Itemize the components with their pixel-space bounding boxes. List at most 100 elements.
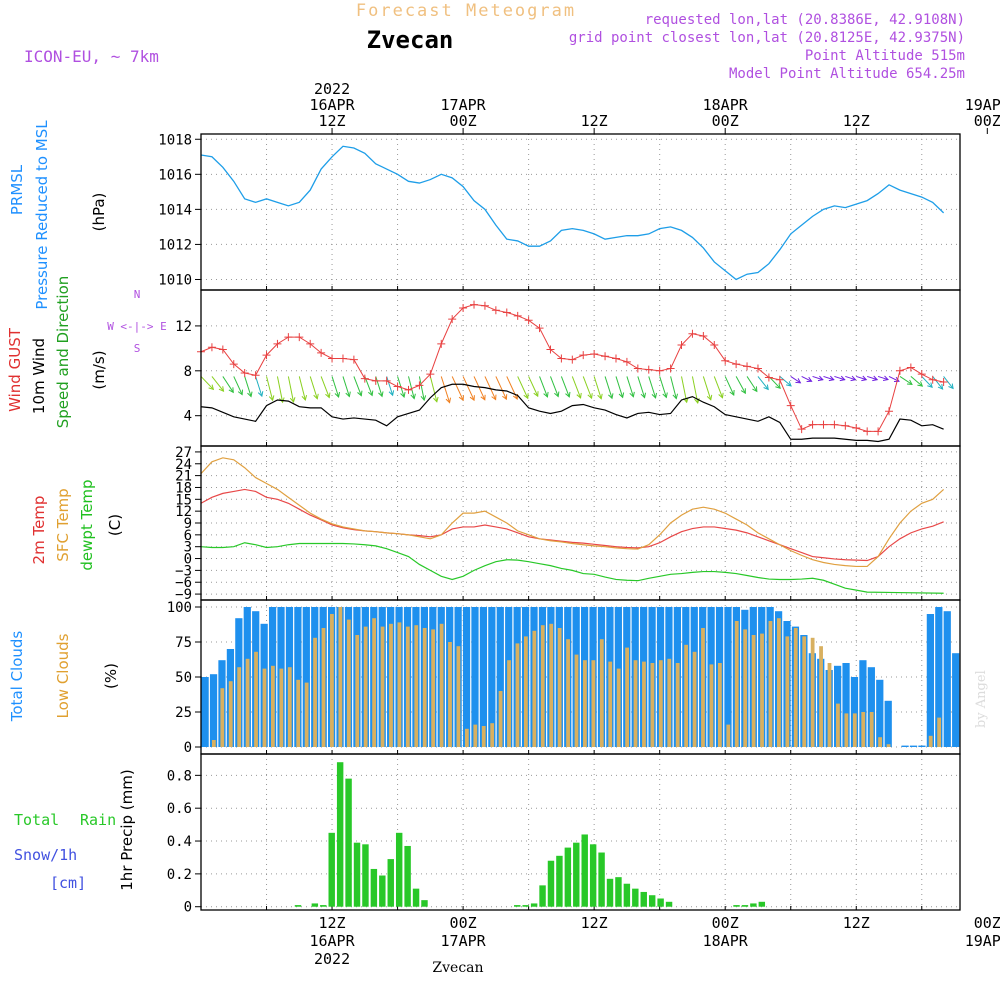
low-cloud-bar [836, 703, 840, 747]
rain-bar [733, 905, 740, 907]
wind-direction-arrow [615, 376, 624, 398]
wind-direction-arrow-head [334, 391, 341, 398]
gridpoint-coords: grid point closest lon,lat (20.8125E, 42… [569, 30, 965, 46]
legend-total-clouds: Total Clouds [8, 631, 26, 723]
y-tick-label: 0.6 [167, 801, 192, 817]
low-cloud-bar [549, 623, 554, 747]
low-cloud-bar [760, 633, 764, 747]
wind-direction-arrow [473, 376, 486, 400]
wind-direction-arrow [582, 376, 593, 399]
wind-gust-marker [338, 354, 347, 363]
wind-direction-arrow-head [937, 384, 944, 390]
axis-label-ms: (m/s) [90, 350, 108, 389]
rain-bar [294, 905, 302, 907]
wind-direction-arrow [244, 376, 252, 397]
low-cloud-bar [793, 628, 798, 747]
wind-direction-arrow-head [608, 393, 614, 400]
low-cloud-bar [886, 744, 891, 747]
wind-direction-arrow [702, 376, 712, 400]
total-cloud-bar [952, 653, 960, 747]
low-cloud-bar [270, 665, 275, 747]
low-cloud-bar [608, 661, 613, 747]
low-cloud-bar [616, 668, 621, 747]
wind-direction-arrow-head [301, 395, 308, 401]
low-cloud-bar [743, 629, 748, 747]
wind-gust-marker [491, 306, 500, 315]
low-cloud-bar [414, 625, 419, 747]
wind-direction-arrow [506, 376, 518, 400]
low-cloud-bar [726, 724, 731, 747]
y-tick-label: 1016 [158, 167, 192, 183]
low-cloud-bar [397, 622, 402, 747]
wind-gust-marker [710, 340, 719, 349]
wind-direction-arrow [200, 376, 214, 390]
legend-10m-wind: 10m Wind [30, 338, 48, 414]
wind-gust-marker [448, 315, 457, 324]
total-cloud-bar [859, 660, 867, 747]
low-cloud-bar [330, 614, 334, 747]
wind-direction-arrow-head [228, 387, 234, 394]
low-cloud-bar [523, 636, 528, 747]
rain-bar [606, 878, 614, 907]
wind-direction-arrow [670, 376, 677, 399]
wind-gust-marker [480, 301, 489, 310]
total-cloud-bar [201, 677, 209, 747]
wind-gust-marker [721, 356, 730, 365]
time-label-bottom: 12Z [581, 914, 608, 932]
wind-direction-arrow [418, 376, 425, 401]
rain-bar [387, 859, 394, 907]
y-tick-label: 18 [175, 480, 192, 496]
wind-direction-arrow [233, 376, 243, 395]
y-tick-label: 50 [175, 670, 192, 686]
low-cloud-bar [937, 717, 942, 747]
low-cloud-bar [431, 629, 436, 747]
rain-bar [648, 895, 656, 907]
wind-direction-arrow-head [740, 388, 746, 395]
y-tick-label: 1012 [158, 237, 192, 253]
wind-direction-arrow-head [817, 375, 824, 382]
panel-frame [200, 289, 961, 447]
rain-bar [522, 905, 529, 907]
y-tick-label: 0 [184, 900, 192, 916]
location-title: Zvecan [367, 26, 454, 54]
wind-direction-arrow [867, 375, 878, 381]
y-tick-label: 100 [167, 600, 192, 616]
model-altitude: Model Point Altitude 654.25m [729, 66, 965, 82]
wind-direction-arrow-head [893, 376, 900, 383]
time-label-bottom: 18APR [703, 932, 749, 950]
low-cloud-bar [650, 663, 655, 747]
low-cloud-bar [709, 664, 714, 747]
wind-direction-arrow [331, 376, 340, 398]
rain-bar [640, 891, 647, 907]
wind-gust-marker [808, 420, 817, 429]
rain-bar [741, 905, 749, 907]
wind-direction-arrow [910, 376, 923, 387]
low-cloud-bar [852, 713, 857, 747]
wind-direction-arrow [790, 376, 801, 384]
y-tick-label: 6 [184, 528, 192, 544]
low-cloud-bar [498, 691, 503, 747]
low-cloud-bar [574, 654, 579, 747]
wind-gust-marker [775, 375, 784, 384]
time-label-top: 12Z [319, 112, 346, 130]
low-cloud-bar [380, 626, 385, 747]
wind-gust-marker [207, 343, 216, 352]
legend-sfc-temp: SFC Temp [54, 488, 72, 561]
rain-bar [514, 905, 521, 907]
wind-direction-arrow-head [257, 391, 264, 398]
total-cloud-bar [496, 607, 504, 747]
wind-direction-arrow [408, 376, 415, 399]
y-tick-label: 1010 [158, 272, 192, 288]
rain-bar [353, 842, 361, 907]
wind-direction-arrow-head [458, 395, 464, 402]
time-label-bottom: 19APR [965, 932, 1000, 950]
y-tick-label: 15 [175, 492, 192, 508]
compass-north: N [134, 288, 141, 301]
rain-bar [404, 845, 411, 907]
y-tick-label: −6 [175, 575, 192, 591]
wind-direction-arrow [484, 376, 497, 400]
wind-direction-arrow-head [683, 397, 689, 404]
wind-gust-marker [404, 385, 413, 394]
rain-bar [362, 844, 369, 907]
wind-direction-arrow [823, 375, 834, 381]
